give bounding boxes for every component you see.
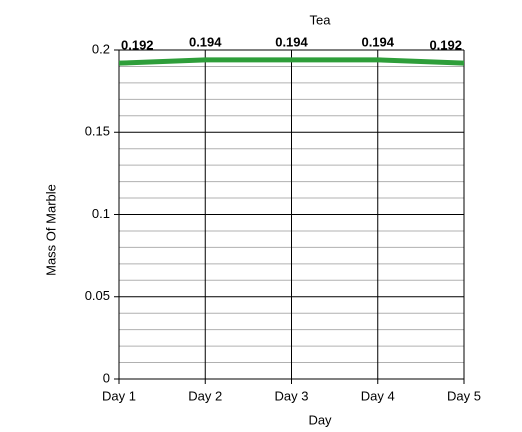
data-label: 0.194 [189, 34, 222, 49]
x-tick-label: Day 2 [188, 388, 222, 403]
data-label: 0.194 [275, 34, 308, 49]
x-tick-label: Day 4 [361, 388, 395, 403]
data-label: 0.192 [121, 38, 154, 53]
data-label: 0.192 [429, 38, 462, 53]
y-axis-label: Mass Of Marble [43, 184, 58, 276]
x-tick-label: Day 5 [447, 388, 481, 403]
data-line [118, 57, 465, 66]
y-tick-label: 0.15 [85, 124, 110, 139]
data-label: 0.194 [361, 34, 394, 49]
y-tick-label: 0 [103, 370, 110, 385]
y-tick-label: 0.05 [85, 288, 110, 303]
y-tick-label: 0.2 [92, 41, 110, 56]
x-tick-label: Day 1 [102, 388, 136, 403]
y-tick-label: 0.1 [92, 206, 110, 221]
x-tick-label: Day 3 [275, 388, 309, 403]
chart-title: Tea [310, 12, 332, 27]
x-axis-label: Day [308, 412, 332, 427]
